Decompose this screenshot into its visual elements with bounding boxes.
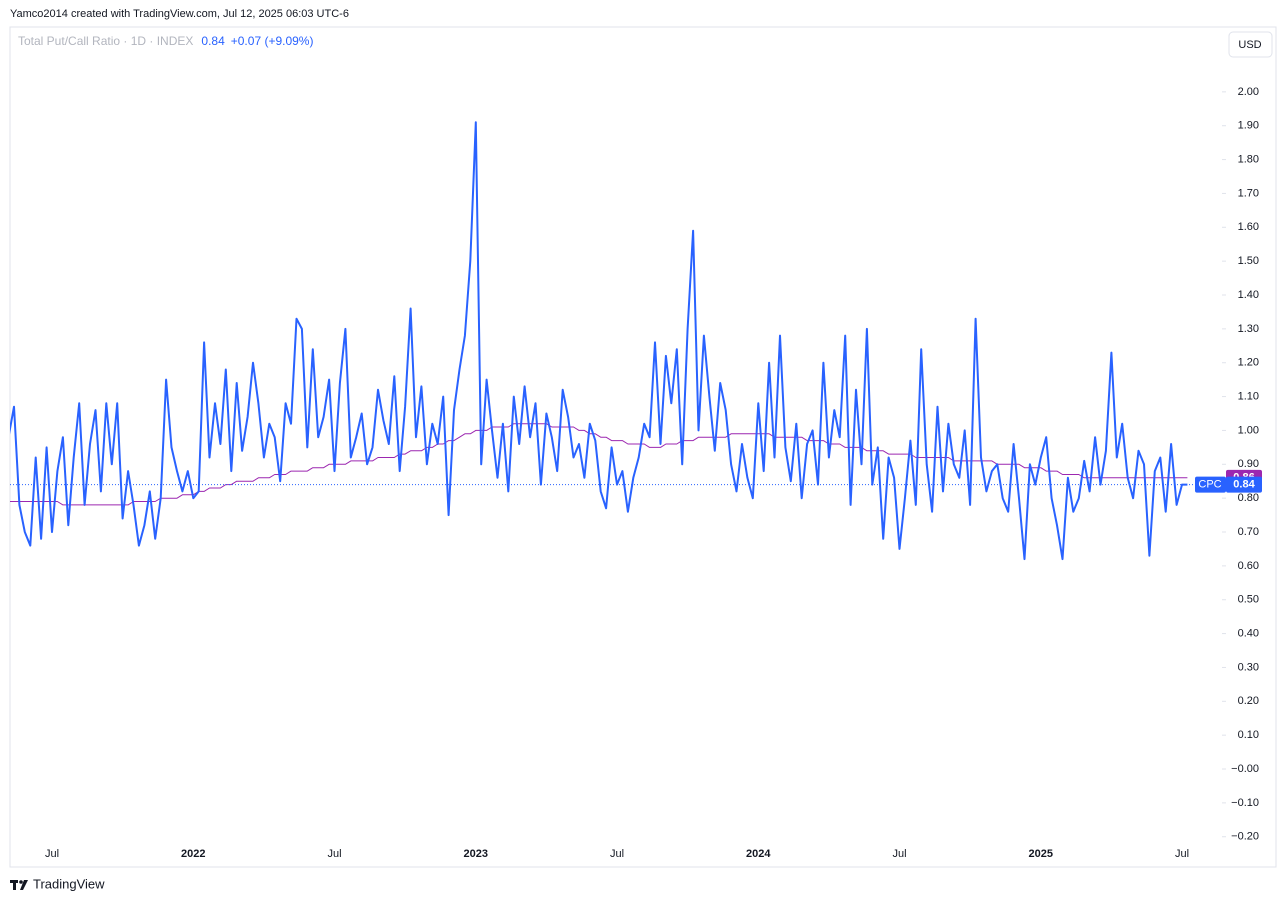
- x-tick-label: 2024: [746, 848, 771, 860]
- y-tick-label: 0.50: [1238, 594, 1259, 606]
- y-tick-label: 1.00: [1238, 424, 1259, 436]
- x-tick-label: Jul: [45, 848, 59, 860]
- legend-symbol: Total Put/Call Ratio · 1D · INDEX: [18, 34, 193, 48]
- y-tick-label: 1.70: [1238, 187, 1259, 199]
- logo: [10, 880, 28, 890]
- y-tick-label: 1.10: [1238, 390, 1259, 402]
- x-tick-label: Jul: [892, 848, 906, 860]
- chart-frame: [9, 26, 1277, 868]
- series-line: [10, 121, 1188, 561]
- legend-last: 0.84: [201, 34, 225, 48]
- y-tick-label: 0.80: [1238, 492, 1259, 504]
- y-tick-label: 1.40: [1238, 289, 1259, 301]
- y-tick-label: 0.70: [1238, 526, 1259, 538]
- y-tick-label: 0.30: [1238, 661, 1259, 673]
- y-tick-label: 1.60: [1238, 221, 1259, 233]
- last-price-label: 0.84: [1233, 479, 1255, 491]
- currency-box[interactable]: [1228, 31, 1273, 58]
- y-tick-label: 0.20: [1238, 695, 1259, 707]
- currency[interactable]: USD: [1238, 39, 1261, 51]
- y-tick-label: 0.40: [1238, 627, 1259, 639]
- x-tick-label: 2022: [181, 848, 205, 860]
- brand: TradingView: [33, 876, 105, 891]
- x-tick-label: 2025: [1029, 848, 1053, 860]
- y-tick-label: −0.00: [1231, 763, 1259, 775]
- y-tick-label: −0.20: [1231, 831, 1259, 843]
- series-line: [10, 423, 1188, 506]
- y-tick-label: 0.60: [1238, 560, 1259, 572]
- legend-change: +0.07 (+9.09%): [231, 34, 314, 48]
- y-tick-label: 0.10: [1238, 729, 1259, 741]
- y-tick-label: 0.90: [1238, 458, 1259, 470]
- x-tick-label: Jul: [1175, 848, 1189, 860]
- x-tick-label: 2023: [464, 848, 488, 860]
- y-tick-label: 1.90: [1238, 120, 1259, 132]
- last-name-box: [1195, 476, 1226, 493]
- y-tick-label: 1.50: [1238, 255, 1259, 267]
- y-tick-label: 1.80: [1238, 153, 1259, 165]
- x-tick-label: Jul: [610, 848, 624, 860]
- y-tick-label: −0.10: [1231, 797, 1259, 809]
- y-tick-label: 1.20: [1238, 357, 1259, 369]
- y-tick-label: 1.30: [1238, 323, 1259, 335]
- credit: Yamco2014 created with TradingView.com, …: [10, 8, 349, 20]
- x-tick-label: Jul: [327, 848, 341, 860]
- y-tick-label: 2.00: [1238, 86, 1259, 98]
- last-price-box: [1226, 476, 1262, 493]
- last-name-label: CPC: [1198, 479, 1221, 491]
